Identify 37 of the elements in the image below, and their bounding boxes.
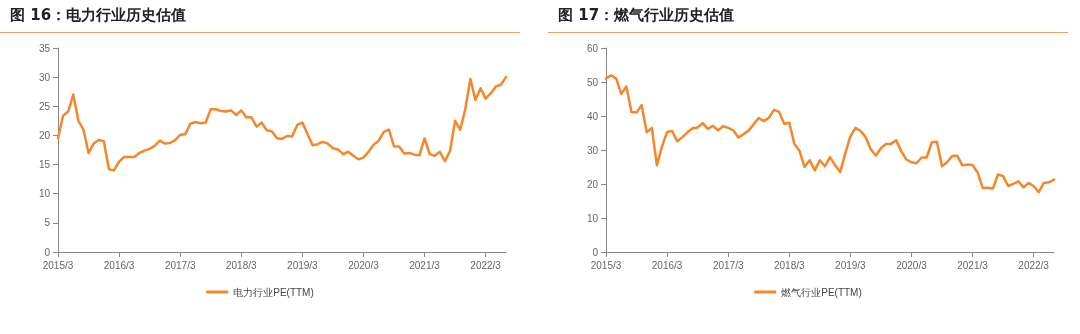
y-tick-label: 30: [586, 144, 599, 156]
line-series: [56, 75, 508, 172]
x-tick-label: 2020/3: [896, 259, 928, 271]
chart-title: 图 16：电力行业历史估值: [10, 6, 187, 25]
x-tick-label: 2017/3: [712, 259, 744, 271]
x-tick-label: 2016/3: [103, 259, 135, 271]
x-tick-label: 2022/3: [1018, 259, 1050, 271]
y-tick-label: 40: [586, 110, 599, 122]
x-tick-label: 2017/3: [164, 259, 196, 271]
y-tick-label: 0: [44, 246, 51, 258]
y-tick-label: 10: [38, 188, 51, 200]
x-tick-label: 2019/3: [287, 259, 319, 271]
x-tick-label: 2015/3: [590, 259, 622, 271]
y-tick-label: 35: [38, 42, 51, 54]
y-tick-label: 20: [586, 178, 599, 190]
x-tick-label: 2020/3: [348, 259, 380, 271]
legend-label: 燃气行业PE(TTM): [781, 286, 862, 298]
x-tick-label: 2015/3: [42, 259, 74, 271]
legend-label: 电力行业PE(TTM): [233, 286, 314, 298]
x-tick-label: 2021/3: [957, 259, 989, 271]
y-tick-label: 60: [586, 42, 599, 54]
x-tick-label: 2019/3: [835, 259, 867, 271]
y-tick-label: 0: [592, 246, 599, 258]
y-tick-label: 20: [38, 129, 51, 141]
x-tick-label: 2016/3: [651, 259, 683, 271]
y-tick-label: 10: [586, 212, 599, 224]
y-tick-label: 5: [44, 217, 51, 229]
x-tick-label: 2018/3: [773, 259, 805, 271]
y-tick-label: 50: [586, 76, 599, 88]
x-tick-label: 2018/3: [225, 259, 257, 271]
chart-title: 图 17：燃气行业历史估值: [558, 6, 735, 25]
y-tick-label: 25: [38, 100, 51, 112]
y-tick-label: 15: [38, 159, 51, 171]
line-series: [604, 73, 1056, 194]
x-tick-label: 2022/3: [470, 259, 502, 271]
x-tick-label: 2021/3: [409, 259, 441, 271]
y-tick-label: 30: [38, 71, 51, 83]
